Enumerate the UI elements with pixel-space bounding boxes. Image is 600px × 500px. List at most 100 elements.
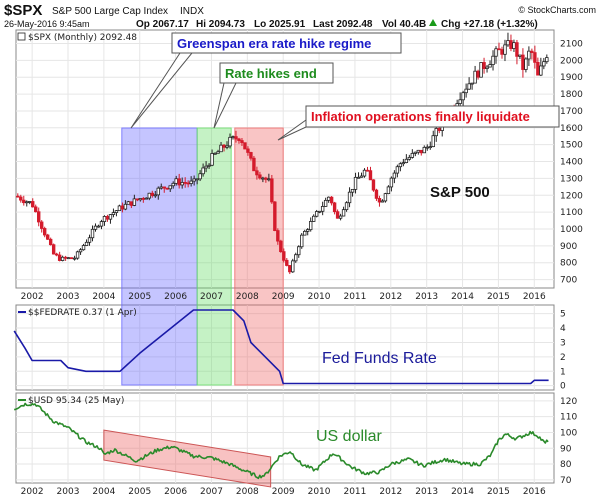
x-tick-label: 2015	[487, 292, 510, 302]
candle	[291, 258, 295, 273]
x-tick-label: 2011	[343, 487, 366, 497]
candle-body	[344, 202, 349, 211]
candle-body	[207, 164, 211, 167]
candle	[162, 186, 166, 193]
candle-body	[485, 66, 489, 69]
candle-body	[545, 57, 549, 63]
candle-body	[410, 152, 415, 158]
candle-body	[237, 138, 241, 141]
candle-body	[204, 165, 208, 169]
candle-body	[81, 245, 86, 251]
candle	[309, 217, 313, 232]
x-tick-label: 2002	[21, 292, 44, 302]
candle-body	[464, 88, 468, 94]
y-tick-label-price: 2000	[560, 56, 583, 66]
candle-body	[57, 254, 62, 261]
line-series	[13, 309, 549, 480]
candle	[132, 194, 137, 207]
annotation-inflation-pointer	[277, 119, 307, 141]
candle	[273, 201, 277, 232]
candle-body	[240, 140, 244, 144]
candle-body	[518, 54, 522, 57]
y-tick-label-fed: 2	[560, 353, 566, 363]
candle-body	[461, 92, 465, 101]
candle-body	[300, 234, 304, 248]
candle	[338, 213, 343, 221]
candle	[515, 39, 519, 65]
candle-body	[497, 48, 501, 51]
candle-body	[401, 162, 406, 165]
candle-body	[434, 128, 438, 137]
candle-body	[422, 146, 426, 154]
y-tick-label-price: 1000	[560, 225, 583, 235]
candle	[246, 146, 250, 156]
candle-body	[509, 40, 513, 49]
x-tick-label: 2003	[57, 292, 80, 302]
candle-body	[285, 259, 289, 266]
candle-body	[503, 44, 507, 55]
candle-body	[171, 182, 175, 187]
candle	[410, 149, 415, 159]
candle	[93, 223, 98, 232]
candle	[108, 214, 113, 224]
usd-line	[13, 402, 549, 480]
x-tick-label: 2008	[236, 292, 259, 302]
candle-body	[84, 241, 89, 246]
y-tick-label-price: 1400	[560, 158, 583, 168]
candle-body	[398, 163, 403, 168]
change-value: Chg +27.18 (+1.32%)	[441, 19, 538, 30]
candle	[195, 178, 199, 185]
region-layer	[103, 127, 284, 488]
candle	[54, 252, 59, 257]
candle-body	[413, 151, 418, 154]
candle	[329, 196, 334, 206]
candle	[386, 185, 391, 195]
candle	[341, 206, 346, 217]
candle	[359, 172, 364, 178]
annotation-greenspan-text: Greenspan era rate hike regime	[177, 36, 371, 51]
fed-rate-line	[13, 309, 549, 385]
candle-body	[105, 216, 110, 220]
candle	[37, 207, 41, 227]
x-tick-label: 2012	[379, 487, 402, 497]
candle	[123, 200, 128, 211]
candle	[317, 210, 322, 214]
candle-body	[470, 82, 474, 85]
candle-body	[311, 215, 316, 222]
candle-body	[392, 172, 397, 179]
last-value: Last 2092.48	[313, 19, 373, 30]
candle	[542, 57, 546, 70]
y-tick-label-price: 1900	[560, 73, 583, 83]
price-legend-swatch	[17, 32, 26, 41]
candle	[255, 166, 259, 180]
candle	[31, 198, 35, 208]
candle	[488, 60, 492, 68]
date-label: 26-May-2016 9:45am	[4, 19, 90, 29]
open-value: Op 2067.17	[136, 19, 189, 30]
candle-body	[374, 189, 379, 199]
annotation-rate-hikes-text: Rate hikes end	[225, 66, 317, 81]
x-tick-label: 2016	[523, 487, 546, 497]
x-tick-label: 2014	[451, 487, 474, 497]
candle	[380, 199, 385, 203]
x-tick-label: 2002	[21, 487, 44, 497]
candle	[177, 173, 181, 189]
candle-body	[114, 210, 119, 213]
candle-body	[48, 238, 53, 246]
candle	[428, 141, 432, 150]
candle-body	[521, 54, 525, 70]
candle-body	[341, 209, 346, 217]
candle	[300, 233, 304, 249]
candle-body	[338, 215, 343, 219]
candle	[249, 151, 253, 161]
candle	[111, 208, 116, 218]
candle	[479, 62, 483, 78]
candle	[294, 252, 298, 263]
candle-body	[129, 201, 134, 206]
candle-body	[473, 70, 477, 84]
y-tick-label-usd: 70	[560, 476, 572, 486]
y-tick-label-usd: 100	[560, 428, 577, 438]
candle-body	[255, 170, 259, 176]
candle	[117, 204, 122, 212]
candle-body	[216, 151, 220, 154]
